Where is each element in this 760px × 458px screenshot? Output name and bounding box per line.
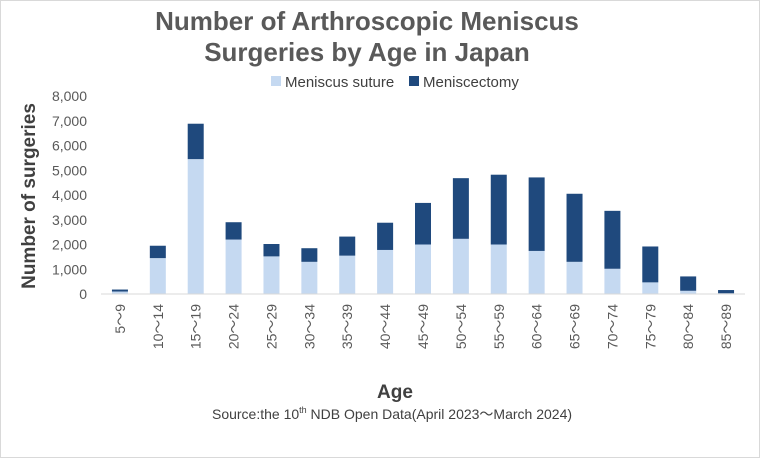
y-tick-label: 2,000 [52,237,87,253]
x-tick-label: 75～79 [642,304,658,349]
x-tick-label: 55～59 [491,304,507,349]
legend-label-meniscus-suture: Meniscus suture [285,74,394,91]
bar-meniscus-suture [377,249,394,294]
legend-label-meniscectomy: Meniscectomy [423,74,519,91]
bar-meniscectomy [111,289,128,292]
bar-meniscectomy [225,222,242,240]
bar-meniscus-suture [452,238,469,294]
chart-title: Number of Arthroscopic Meniscus [155,6,579,36]
bar-meniscectomy [339,236,356,256]
x-tick-label: 35～39 [339,304,355,349]
x-tick-label: 80～84 [680,304,696,349]
source-suffix: NDB Open Data(April 2023～March 2024) [307,406,572,422]
bar-meniscectomy [680,276,697,291]
bar-meniscus-suture [642,282,659,294]
bar-meniscus-suture [566,261,583,294]
bar-meniscus-suture [415,244,431,294]
y-tick-label: 1,000 [52,261,87,277]
x-tick-label: 65～69 [567,304,583,349]
legend: Meniscus suture Meniscectomy [271,74,519,91]
y-tick-label: 5,000 [52,162,87,178]
x-tick-label: 15～19 [188,304,204,349]
bar-meniscus-suture [149,258,166,294]
bar-meniscus-suture [339,255,356,294]
bar-meniscectomy [415,202,431,245]
x-tick-label: 45～49 [415,304,431,349]
bar-meniscus-suture [111,291,128,294]
bar-meniscectomy [490,174,507,245]
bar-meniscus-suture [680,290,697,294]
x-tick-label: 20～24 [226,304,242,349]
y-axis-ticks: 0 1,000 2,000 3,000 4,000 5,000 6,000 7,000 8,00… [52,88,87,302]
bar-meniscectomy [187,123,204,160]
legend-swatch-meniscus-suture [271,76,281,86]
bar-meniscus-suture [225,239,242,294]
x-tick-label: 60～64 [529,304,545,349]
bars [111,123,735,294]
x-axis-title: Age [377,382,413,403]
x-tick-label: 10～14 [150,304,166,349]
bar-meniscectomy [301,248,318,262]
bar-meniscectomy [566,193,583,262]
bar-meniscus-suture [490,244,507,294]
bar-meniscectomy [718,290,735,294]
y-tick-label: 0 [79,286,87,302]
y-axis-title: Number of surgeries [19,103,40,289]
source-prefix: Source:the 10 [212,406,299,422]
x-tick-label: 50～54 [453,304,469,349]
x-tick-label: 85～89 [718,304,734,349]
legend-swatch-meniscectomy [409,76,419,86]
bar-meniscus-suture [604,268,621,294]
bar-meniscectomy [149,245,166,259]
bar-meniscectomy [528,177,545,251]
y-tick-label: 8,000 [52,88,87,104]
bar-meniscectomy [604,210,621,269]
source-note: Source:the 10th NDB Open Data(April 2023… [212,405,572,422]
y-tick-label: 6,000 [52,138,87,154]
bar-meniscus-suture [528,250,545,294]
bar-meniscectomy [452,178,469,239]
bar-meniscus-suture [263,256,280,294]
y-tick-label: 3,000 [52,212,87,228]
bar-meniscectomy [377,222,394,250]
x-tick-label: 70～74 [604,304,620,349]
x-tick-label: 30～34 [301,304,317,349]
y-tick-label: 4,000 [52,187,87,203]
bar-meniscectomy [642,246,659,283]
bar-meniscus-suture [301,261,318,294]
x-axis-ticks: 5～9 10～14 15～19 20～24 25～29 30～34 35～39 40～44 45… [112,304,734,349]
chart-title-line2: Surgeries by Age in Japan [204,37,530,67]
bar-meniscus-suture [187,159,204,294]
x-tick-label: 40～44 [377,304,393,349]
bar-meniscectomy [263,244,280,257]
x-tick-label: 5～9 [112,304,128,334]
y-tick-label: 7,000 [52,113,87,129]
source-superscript: th [299,405,307,415]
x-tick-label: 25～29 [263,304,279,349]
